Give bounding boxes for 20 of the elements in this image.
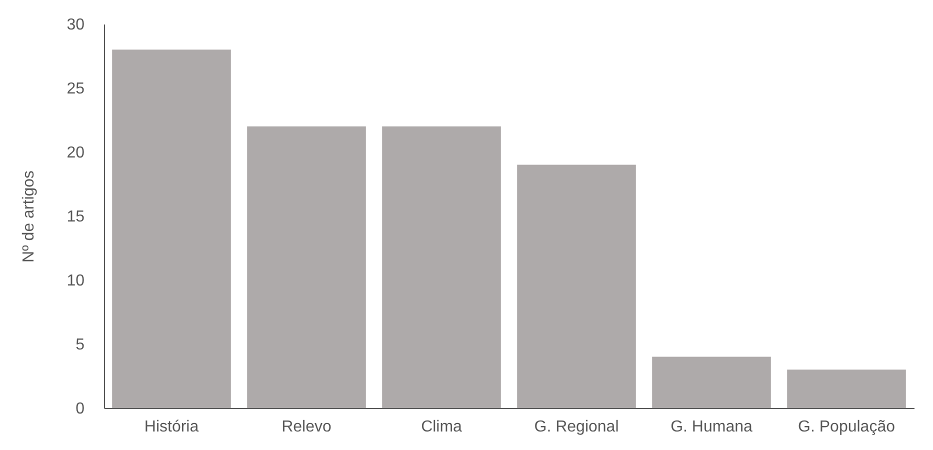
y-tick-label: 10 xyxy=(66,272,85,290)
y-tick-label: 0 xyxy=(76,400,85,418)
x-tick-label: Relevo xyxy=(282,418,332,436)
bar xyxy=(382,126,501,408)
y-tick-label: 15 xyxy=(66,208,85,226)
x-tick-label: G. Humana xyxy=(670,418,753,436)
x-tick-label: G. População xyxy=(798,418,896,436)
y-tick-label: 5 xyxy=(76,336,85,354)
bar xyxy=(112,50,231,408)
bar xyxy=(247,126,366,408)
bar xyxy=(787,370,906,408)
x-tick-label: Clima xyxy=(421,418,462,436)
x-tick-label: G. Regional xyxy=(534,418,619,436)
y-tick-label: 20 xyxy=(66,144,85,162)
x-tick-label: História xyxy=(144,418,199,436)
bar xyxy=(652,356,771,408)
y-tick-label: 30 xyxy=(66,16,85,34)
bar xyxy=(517,164,636,408)
y-tick-label: 25 xyxy=(66,80,85,98)
y-axis-title: Nº de artigos xyxy=(20,170,38,263)
